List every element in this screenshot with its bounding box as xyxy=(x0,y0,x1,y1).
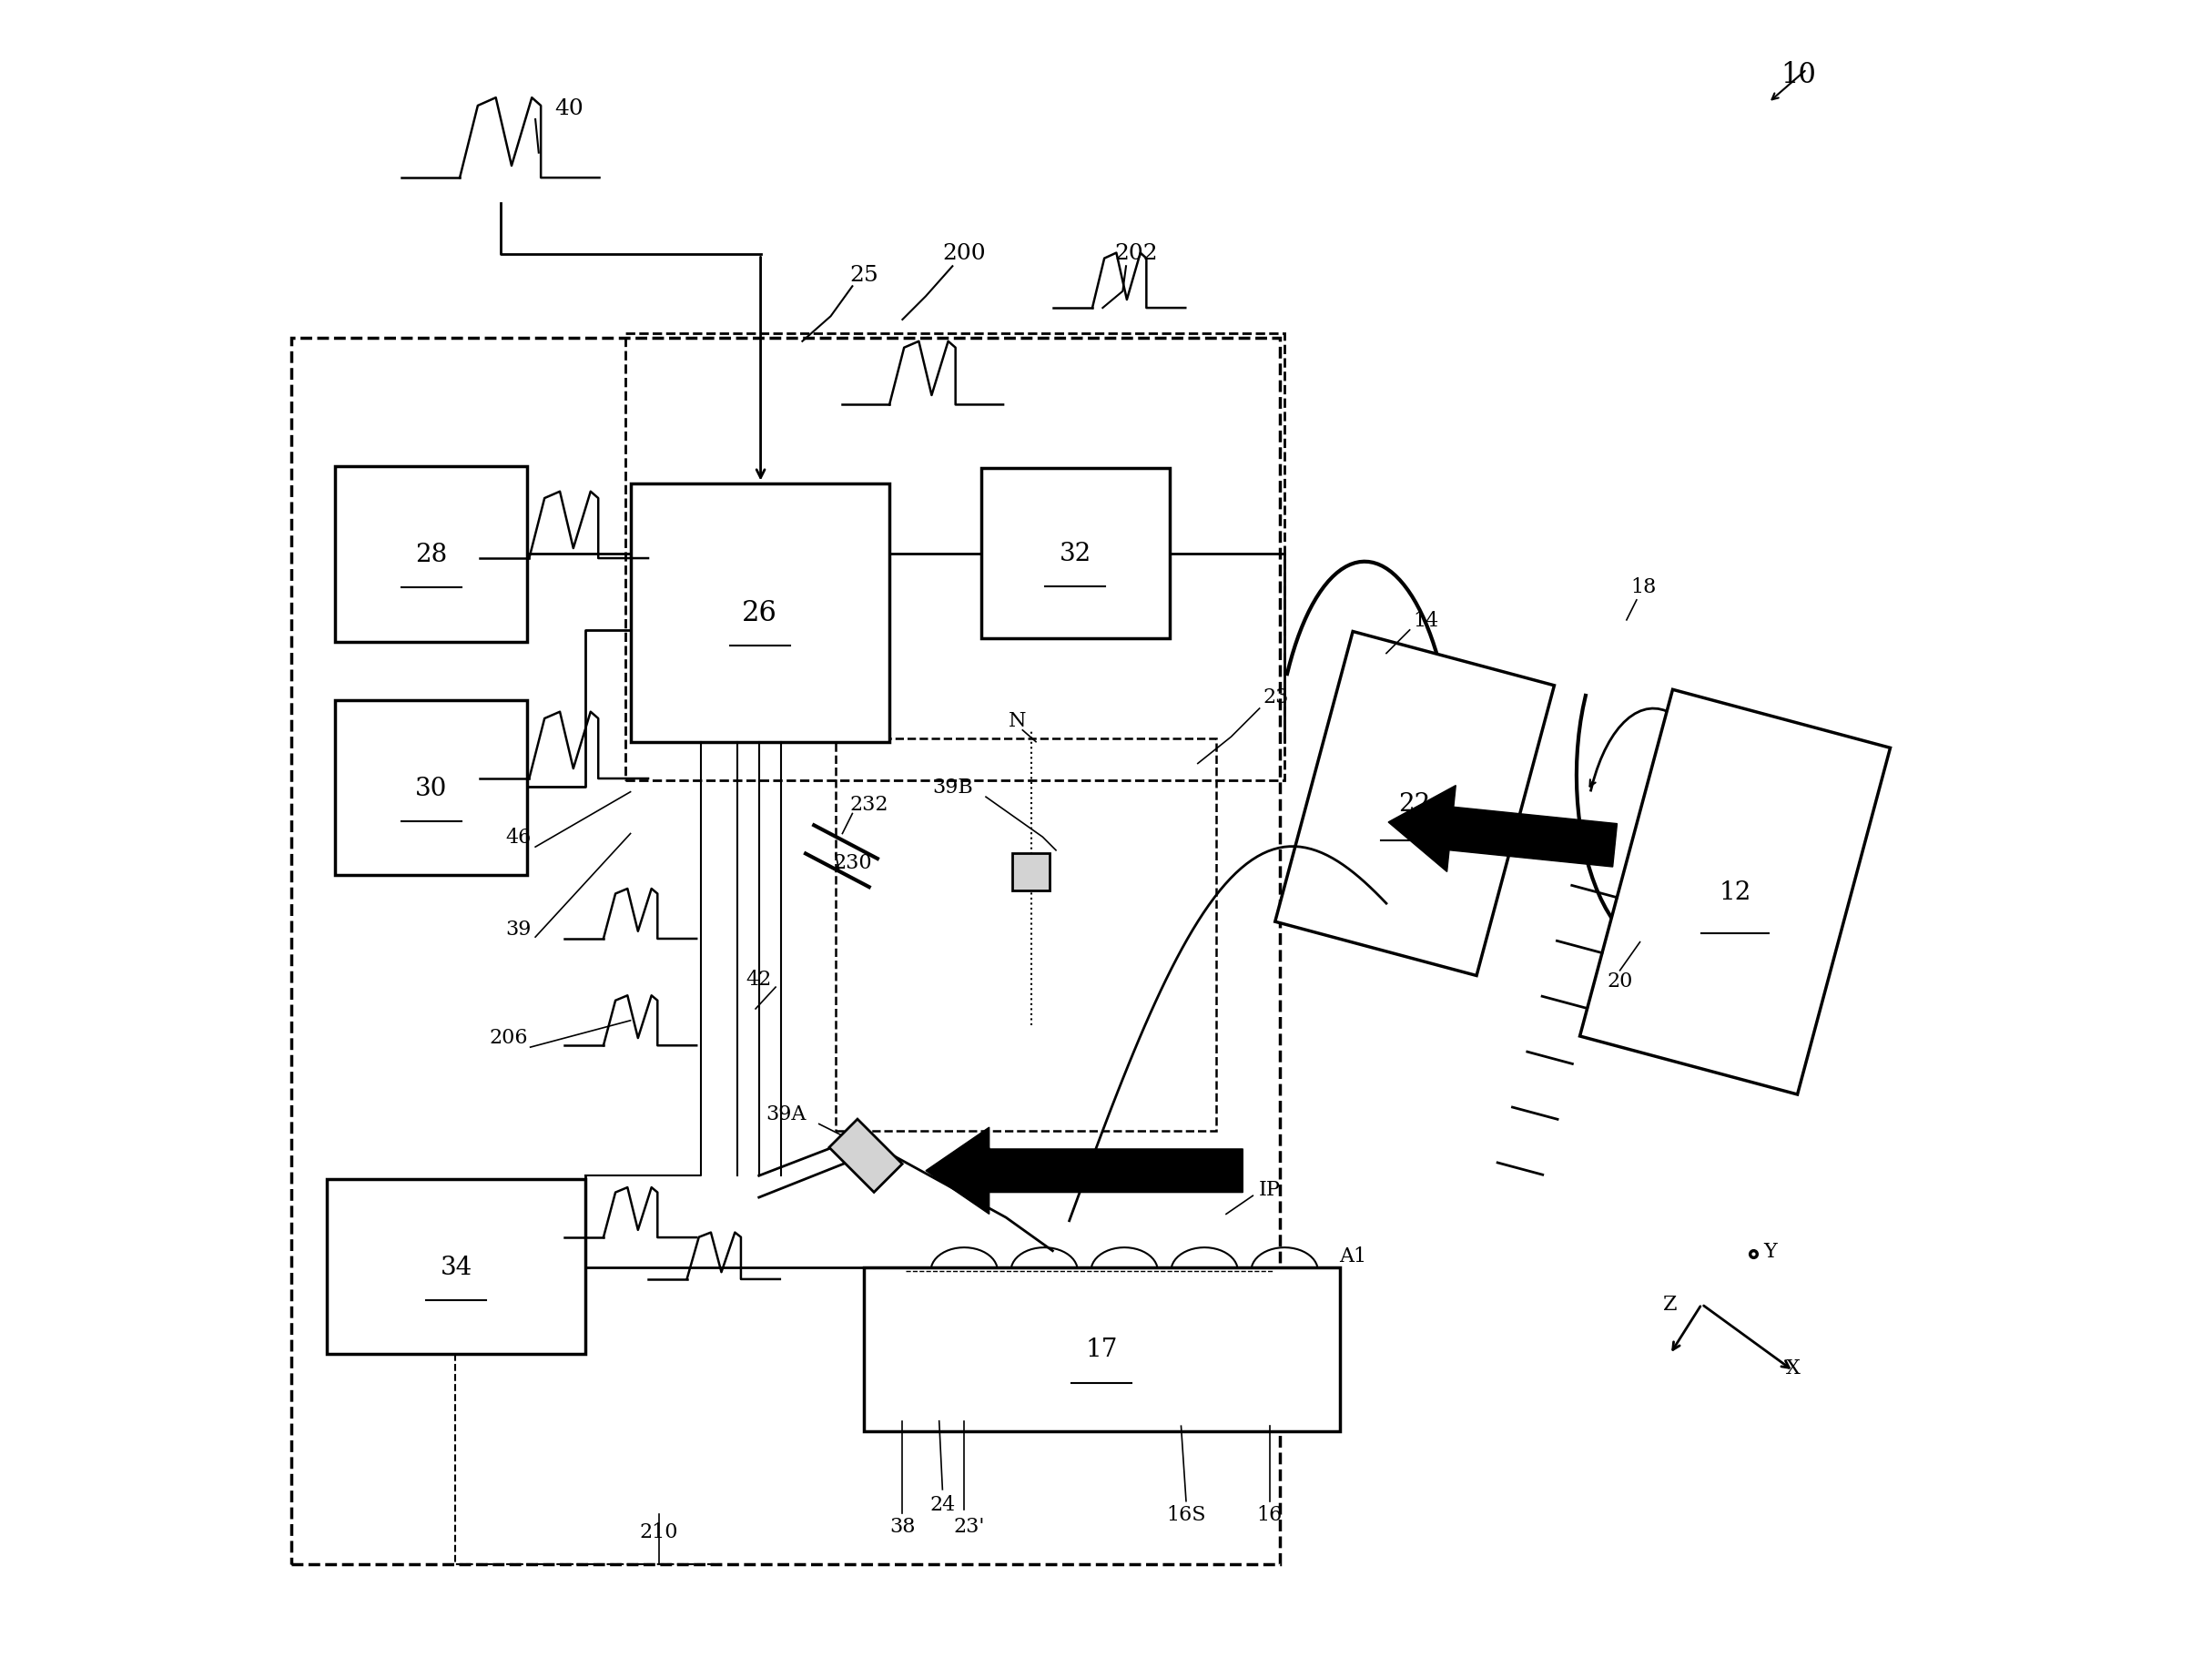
Text: 46: 46 xyxy=(507,827,531,847)
Bar xyxy=(626,334,1285,781)
Text: 40: 40 xyxy=(555,98,584,118)
Text: 16: 16 xyxy=(1256,1505,1283,1525)
Bar xyxy=(980,469,1170,639)
Text: 230: 230 xyxy=(834,852,872,872)
Text: 34: 34 xyxy=(440,1254,471,1279)
Bar xyxy=(336,467,526,642)
Text: 32: 32 xyxy=(1060,542,1091,565)
Text: 17: 17 xyxy=(1086,1338,1117,1361)
Text: 28: 28 xyxy=(416,542,447,567)
Text: 22: 22 xyxy=(1398,792,1431,816)
Bar xyxy=(865,1268,1340,1431)
Text: 206: 206 xyxy=(489,1027,529,1048)
Text: 14: 14 xyxy=(1413,610,1440,631)
Bar xyxy=(836,739,1217,1131)
FancyArrow shape xyxy=(1389,786,1617,872)
Polygon shape xyxy=(1579,691,1891,1094)
Text: A1: A1 xyxy=(1338,1246,1367,1266)
Text: 16S: 16S xyxy=(1166,1505,1206,1525)
Text: 10: 10 xyxy=(1781,62,1816,88)
Text: ~$\theta_B$: ~$\theta_B$ xyxy=(960,1144,1000,1164)
Polygon shape xyxy=(1274,632,1555,976)
Polygon shape xyxy=(830,1119,902,1193)
Bar xyxy=(1013,854,1048,891)
Text: 39: 39 xyxy=(507,919,531,939)
Text: 23': 23' xyxy=(953,1516,984,1536)
Text: 39A: 39A xyxy=(765,1104,805,1124)
Text: 30: 30 xyxy=(416,776,447,801)
Text: N: N xyxy=(1009,711,1026,731)
Text: 39B: 39B xyxy=(931,777,973,797)
Text: 232: 232 xyxy=(849,794,889,814)
Text: Z: Z xyxy=(1663,1294,1677,1314)
Text: 202: 202 xyxy=(1115,244,1157,264)
Text: 25: 25 xyxy=(849,265,878,285)
Text: 18: 18 xyxy=(1630,577,1657,597)
Text: X: X xyxy=(1787,1358,1801,1378)
Bar xyxy=(630,484,889,742)
Bar xyxy=(292,339,1279,1565)
Text: 23: 23 xyxy=(1263,687,1290,707)
Bar xyxy=(327,1179,586,1354)
Text: 38: 38 xyxy=(889,1516,916,1536)
Text: 12: 12 xyxy=(1719,881,1752,904)
Text: IP: IP xyxy=(1259,1179,1281,1199)
Bar xyxy=(336,701,526,876)
Text: 200: 200 xyxy=(942,244,987,264)
FancyArrow shape xyxy=(927,1128,1243,1214)
Text: 26: 26 xyxy=(741,599,776,627)
Text: 210: 210 xyxy=(639,1521,679,1541)
Text: 24: 24 xyxy=(929,1495,956,1515)
Text: 20: 20 xyxy=(1606,971,1632,991)
Text: Y: Y xyxy=(1763,1241,1776,1261)
Text: 42: 42 xyxy=(745,969,772,989)
